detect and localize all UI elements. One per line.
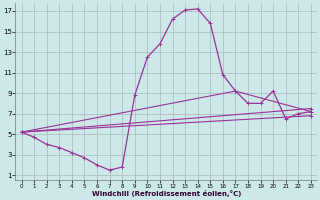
X-axis label: Windchill (Refroidissement éolien,°C): Windchill (Refroidissement éolien,°C) [92, 190, 241, 197]
